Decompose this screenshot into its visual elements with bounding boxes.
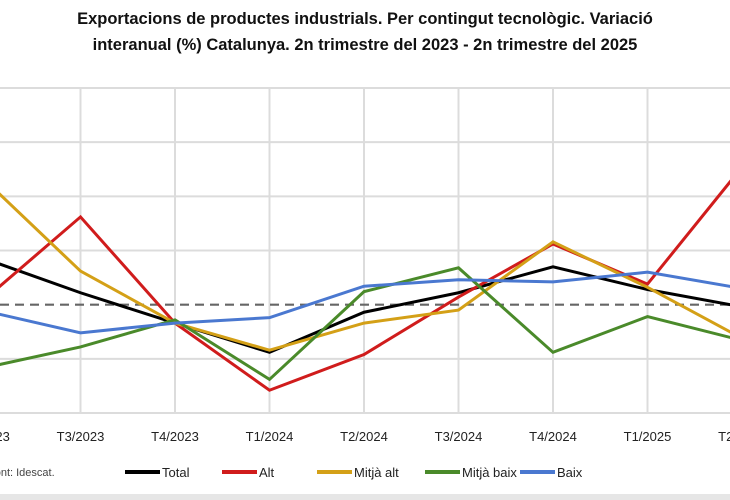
legend: Total Alt Mitjà alt Mitjà baix Baix: [125, 465, 583, 480]
chart-title-line-2: interanual (%) Catalunya. 2n trimestre d…: [93, 36, 638, 54]
x-tick-label: T2/2024: [340, 429, 388, 444]
x-tick-label: T1/2025: [624, 429, 672, 444]
x-tick-label: T1/2024: [246, 429, 294, 444]
chart-title-line-1: Exportacions de productes industrials. P…: [77, 10, 653, 28]
x-tick-label: T3/2024: [435, 429, 483, 444]
source-note: Font: Idescat.: [0, 467, 55, 479]
legend-label: Total: [162, 465, 190, 480]
series-line-baix: [0, 270, 730, 335]
bottom-border: [0, 494, 730, 500]
x-tick-label: T4/2024: [529, 429, 577, 444]
series-line-mitjà-baix: [0, 266, 730, 382]
x-tick-label: T3/2023: [57, 429, 105, 444]
x-tick-label: T4/2023: [151, 429, 199, 444]
series-line-mitjà-alt: [0, 192, 730, 352]
legend-label: Alt: [259, 465, 275, 480]
legend-label: Mitjà baix: [462, 465, 517, 480]
x-tick-label: T2/2025: [718, 429, 730, 444]
legend-label: Baix: [557, 465, 583, 480]
x-tick-label: T2/2023: [0, 429, 10, 444]
series-line-total: [0, 262, 730, 354]
legend-label: Mitjà alt: [354, 465, 399, 480]
